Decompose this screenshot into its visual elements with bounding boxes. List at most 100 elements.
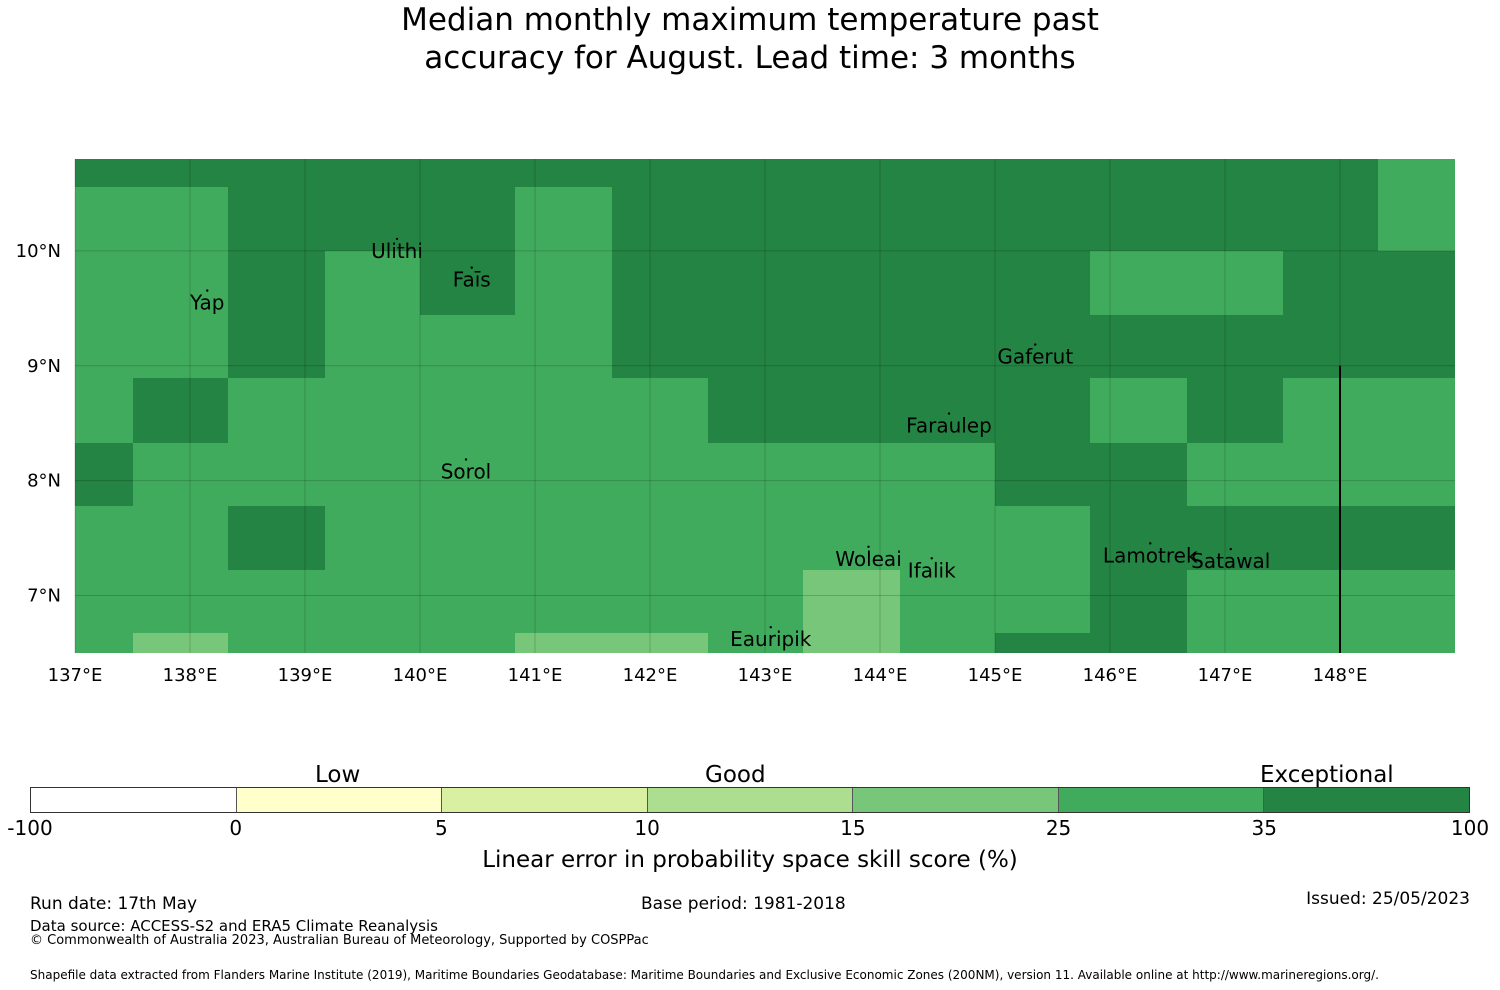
grid-cell <box>1378 159 1455 187</box>
grid-cell <box>995 159 1090 187</box>
island-label: Ulithi <box>371 239 423 263</box>
grid-cell <box>803 159 900 187</box>
map-gridlines <box>74 159 1455 653</box>
grid-cell <box>228 378 325 443</box>
grid-cell <box>228 159 325 187</box>
grid-cell <box>1090 443 1187 506</box>
grid-cell <box>133 570 228 633</box>
grid-cell <box>1283 570 1378 633</box>
grid-cell <box>1090 570 1187 633</box>
island-labels: Ulithi Faīs Yap Gaferut Faraulep Sorol Woleai I… <box>189 237 1270 651</box>
colorbar-tick-label: 35 <box>1251 816 1278 840</box>
grid-cell <box>1187 187 1283 251</box>
grid-cell <box>1187 159 1283 187</box>
longitude-tick-label: 143°E <box>738 665 793 686</box>
grid-cell <box>1090 187 1187 251</box>
grid-cell <box>1283 378 1378 443</box>
island-marker: Yap <box>189 289 224 315</box>
longitude-tick-label: 145°E <box>968 665 1023 686</box>
colorbar-tick-label: -100 <box>7 816 53 840</box>
grid-cell <box>900 443 995 506</box>
grid-cell <box>420 378 515 443</box>
grid-cell <box>1378 251 1455 315</box>
colorbar-segment <box>31 788 236 812</box>
island-marker: Ulithi <box>371 237 423 263</box>
island-marker: Sorol <box>441 458 492 483</box>
grid-cell <box>325 633 420 653</box>
colorbar-segment <box>1263 788 1470 812</box>
grid-cell <box>995 315 1090 378</box>
grid-cell <box>1283 443 1378 506</box>
grid-cell <box>1378 187 1455 251</box>
grid-cell <box>515 570 612 633</box>
island-label: Eauripik <box>730 627 812 651</box>
grid-cell <box>803 315 900 378</box>
grid-cell <box>900 378 995 443</box>
grid-cell <box>612 570 708 633</box>
colorbar-segment <box>441 788 647 812</box>
grid-cell <box>900 506 995 570</box>
grid-cell <box>995 633 1090 653</box>
island-marker: Gaferut <box>997 343 1073 369</box>
grid-cell <box>75 633 133 653</box>
grid-cell <box>325 378 420 443</box>
grid-cell <box>900 251 995 315</box>
colorbar-tick-label: 15 <box>840 816 866 840</box>
grid-cell <box>1187 506 1283 570</box>
grid-cell <box>995 378 1090 443</box>
grid-cell <box>1187 378 1283 443</box>
grid-cell <box>515 378 612 443</box>
grid-cell <box>325 315 420 378</box>
island-marker: Faraulep <box>906 412 992 438</box>
grid-cell <box>420 570 515 633</box>
island-marker: Ifalik <box>908 557 956 582</box>
grid-cell <box>1378 378 1455 443</box>
colorbar-tick-label: 25 <box>1045 816 1072 840</box>
grid-cell <box>515 315 612 378</box>
grid-cell <box>803 506 900 570</box>
grid-cell <box>612 633 708 653</box>
island-label: Sorol <box>441 459 492 483</box>
longitude-tick-label: 138°E <box>163 665 218 686</box>
island-label: Gaferut <box>997 345 1073 369</box>
longitude-tick-label: 139°E <box>278 665 333 686</box>
grid-cell <box>612 443 708 506</box>
island-marker: Eauripik <box>730 626 812 651</box>
grid-cell <box>1090 506 1187 570</box>
grid-cell <box>228 633 325 653</box>
grid-cell <box>515 159 612 187</box>
grid-cell <box>75 378 133 443</box>
grid-cell <box>803 251 900 315</box>
grid-cell <box>420 633 515 653</box>
grid-cell <box>612 187 708 251</box>
colorbar-segment <box>852 788 1058 812</box>
grid-cell <box>612 251 708 315</box>
grid-cell <box>133 159 228 187</box>
grid-cell <box>803 443 900 506</box>
grid-cell <box>420 187 515 251</box>
grid-cell <box>228 187 325 251</box>
grid-cell <box>420 251 515 315</box>
grid-cell <box>803 570 900 633</box>
island-label: Yap <box>189 291 224 315</box>
grid-cell <box>133 251 228 315</box>
grid-cell <box>228 506 325 570</box>
grid-cell <box>1283 251 1378 315</box>
colorbar-segment <box>235 788 442 812</box>
grid-cell <box>1378 315 1455 378</box>
band-label-low: Low <box>315 762 361 788</box>
colorbar-tick-label: 5 <box>435 816 448 840</box>
grid-cell <box>900 570 995 633</box>
longitude-tick-label: 144°E <box>853 665 908 686</box>
grid-cell <box>1090 159 1187 187</box>
issued-date: Issued: 25/05/2023 <box>1306 889 1470 909</box>
band-label-good: Good <box>705 762 766 788</box>
skill-map: Ulithi Faīs Yap Gaferut Faraulep Sorol Woleai I… <box>16 159 1455 686</box>
grid-cell <box>708 315 803 378</box>
grid-cell <box>612 315 708 378</box>
grid-cell <box>420 506 515 570</box>
grid-cell <box>420 315 515 378</box>
grid-cell <box>325 251 420 315</box>
grid-cell <box>995 443 1090 506</box>
grid-cell <box>1283 187 1378 251</box>
